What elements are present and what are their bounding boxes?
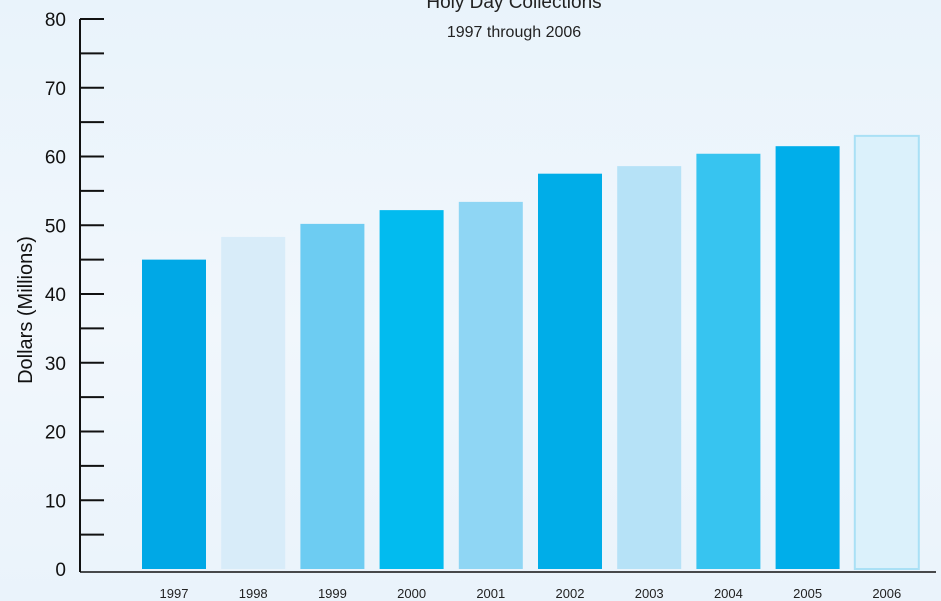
- x-tick-label: 1997: [160, 586, 189, 601]
- bar-2006: [853, 134, 920, 570]
- x-tick-label: 2005: [793, 586, 822, 601]
- y-tick-label: 0: [55, 560, 66, 581]
- bar-2002: [538, 173, 602, 569]
- y-tick-label: 10: [45, 491, 66, 512]
- y-tick-label: 50: [45, 216, 66, 237]
- y-axis-label: Dollars (Millions): [15, 236, 37, 384]
- chart-subtitle: 1997 through 2006: [447, 24, 581, 41]
- bar-2000: [379, 210, 444, 569]
- x-tick-label: 2000: [397, 586, 426, 601]
- x-tick-label: 2006: [872, 586, 901, 601]
- bar-1999: [300, 223, 365, 569]
- y-tick-label: 80: [45, 10, 66, 31]
- x-tick-label: 2002: [556, 586, 585, 601]
- y-tick-label: 40: [45, 285, 66, 306]
- bar-2004: [696, 153, 761, 569]
- y-tick-label: 70: [45, 79, 66, 100]
- y-tick-label: 30: [45, 354, 66, 375]
- chart-title: Holy Day Collections: [426, 0, 601, 13]
- bar-1997: [142, 259, 206, 569]
- x-tick-label: 1999: [318, 586, 347, 601]
- x-tick-label: 2001: [476, 586, 505, 601]
- bars: [142, 134, 920, 570]
- bar-2005: [775, 146, 840, 569]
- y-tick-label: 60: [45, 148, 66, 169]
- x-axis: 1997 1998 1999 2000 2001 2002 2003 2004 2005 2006: [80, 571, 936, 601]
- bar-2001: [458, 201, 523, 569]
- y-axis: 0 10 20 30 40 50 60 70 80: [45, 10, 104, 581]
- bar-1998: [221, 236, 286, 569]
- bar-2003: [617, 166, 682, 569]
- x-tick-label: 1998: [239, 586, 268, 601]
- y-tick-label: 20: [45, 423, 66, 444]
- x-tick-label: 2004: [714, 586, 743, 601]
- x-tick-label: 2003: [635, 586, 664, 601]
